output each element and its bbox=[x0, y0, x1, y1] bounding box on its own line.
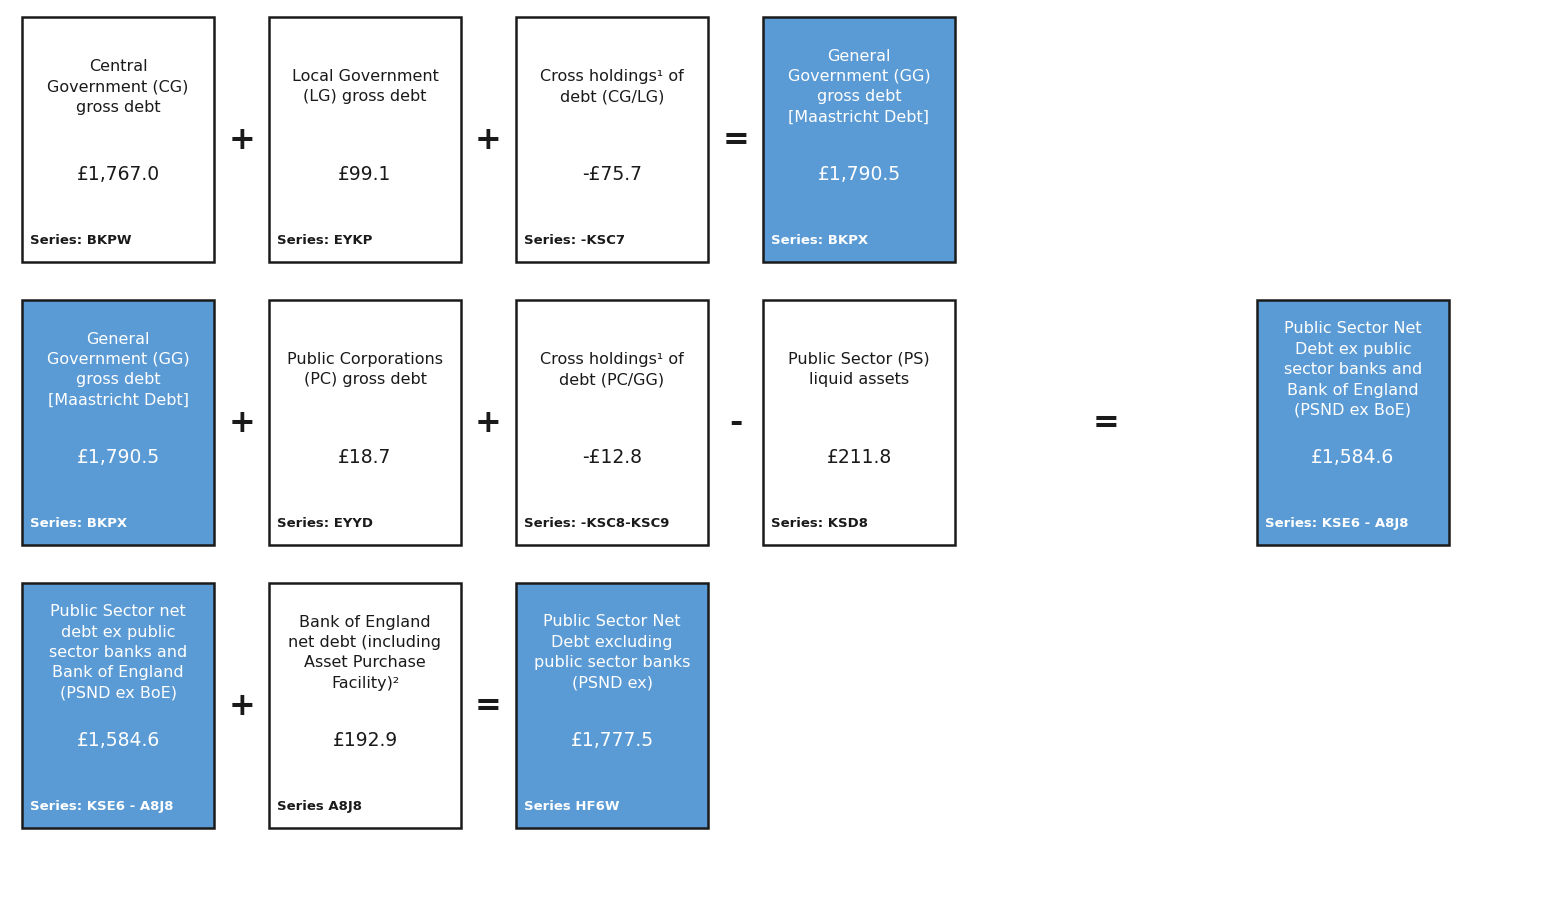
Text: -: - bbox=[729, 408, 742, 438]
Text: Public Sector (PS)
liquid assets: Public Sector (PS) liquid assets bbox=[788, 352, 930, 387]
Text: =: = bbox=[722, 124, 749, 156]
Text: Public Sector Net
Debt ex public
sector banks and
Bank of England
(PSND ex BoE): Public Sector Net Debt ex public sector … bbox=[1284, 321, 1421, 418]
Text: +: + bbox=[476, 124, 502, 156]
Text: Series: BKPX: Series: BKPX bbox=[771, 235, 868, 247]
FancyBboxPatch shape bbox=[22, 300, 215, 546]
FancyBboxPatch shape bbox=[516, 300, 708, 546]
Text: Bank of England
net debt (including
Asset Purchase
Facility)²: Bank of England net debt (including Asse… bbox=[289, 614, 442, 690]
Text: -£75.7: -£75.7 bbox=[582, 165, 643, 184]
Text: +: + bbox=[476, 408, 502, 438]
FancyBboxPatch shape bbox=[269, 18, 460, 262]
FancyBboxPatch shape bbox=[269, 300, 460, 546]
FancyBboxPatch shape bbox=[22, 18, 215, 262]
Text: £1,777.5: £1,777.5 bbox=[570, 731, 654, 750]
Text: Series: KSD8: Series: KSD8 bbox=[771, 517, 868, 529]
FancyBboxPatch shape bbox=[763, 300, 955, 546]
Text: £211.8: £211.8 bbox=[827, 447, 891, 466]
Text: £1,584.6: £1,584.6 bbox=[76, 731, 159, 750]
Text: Cross holdings¹ of
debt (PC/GG): Cross holdings¹ of debt (PC/GG) bbox=[541, 352, 684, 387]
Text: +: + bbox=[229, 124, 255, 156]
Text: £1,767.0: £1,767.0 bbox=[76, 165, 159, 184]
FancyBboxPatch shape bbox=[516, 584, 708, 828]
Text: Series: BKPX: Series: BKPX bbox=[29, 517, 127, 529]
Text: Local Government
(LG) gross debt: Local Government (LG) gross debt bbox=[292, 69, 439, 105]
Text: Series: EYYD: Series: EYYD bbox=[277, 517, 372, 529]
Text: Public Sector Net
Debt excluding
public sector banks
(PSND ex): Public Sector Net Debt excluding public … bbox=[535, 614, 691, 690]
Text: £1,790.5: £1,790.5 bbox=[817, 165, 901, 184]
Text: Cross holdings¹ of
debt (CG/LG): Cross holdings¹ of debt (CG/LG) bbox=[541, 69, 684, 105]
Text: Series: KSE6 - A8J8: Series: KSE6 - A8J8 bbox=[1265, 517, 1409, 529]
FancyBboxPatch shape bbox=[516, 18, 708, 262]
Text: Series: EYKP: Series: EYKP bbox=[277, 235, 372, 247]
Text: £192.9: £192.9 bbox=[332, 731, 397, 750]
Text: +: + bbox=[229, 408, 255, 438]
Text: £1,790.5: £1,790.5 bbox=[76, 447, 159, 466]
FancyBboxPatch shape bbox=[269, 584, 460, 828]
Text: Series: KSE6 - A8J8: Series: KSE6 - A8J8 bbox=[29, 799, 173, 813]
Text: £18.7: £18.7 bbox=[338, 447, 392, 466]
Text: -£12.8: -£12.8 bbox=[582, 447, 643, 466]
Text: £99.1: £99.1 bbox=[338, 165, 392, 184]
Text: Series: BKPW: Series: BKPW bbox=[29, 235, 131, 247]
Text: =: = bbox=[1092, 408, 1120, 438]
Text: Series A8J8: Series A8J8 bbox=[277, 799, 362, 813]
Text: Public Sector net
debt ex public
sector banks and
Bank of England
(PSND ex BoE): Public Sector net debt ex public sector … bbox=[49, 603, 187, 700]
Text: General
Government (GG)
gross debt
[Maastricht Debt]: General Government (GG) gross debt [Maas… bbox=[788, 49, 930, 124]
FancyBboxPatch shape bbox=[1258, 300, 1449, 546]
FancyBboxPatch shape bbox=[22, 584, 215, 828]
Text: Series: -KSC8-KSC9: Series: -KSC8-KSC9 bbox=[524, 517, 669, 529]
Text: Series HF6W: Series HF6W bbox=[524, 799, 620, 813]
Text: General
Government (GG)
gross debt
[Maastricht Debt]: General Government (GG) gross debt [Maas… bbox=[46, 331, 190, 407]
FancyBboxPatch shape bbox=[763, 18, 955, 262]
Text: =: = bbox=[476, 690, 502, 722]
Text: +: + bbox=[229, 690, 255, 722]
Text: Series: -KSC7: Series: -KSC7 bbox=[524, 235, 626, 247]
Text: Public Corporations
(PC) gross debt: Public Corporations (PC) gross debt bbox=[287, 352, 443, 387]
Text: Central
Government (CG)
gross debt: Central Government (CG) gross debt bbox=[48, 59, 188, 115]
Text: £1,584.6: £1,584.6 bbox=[1312, 447, 1395, 466]
